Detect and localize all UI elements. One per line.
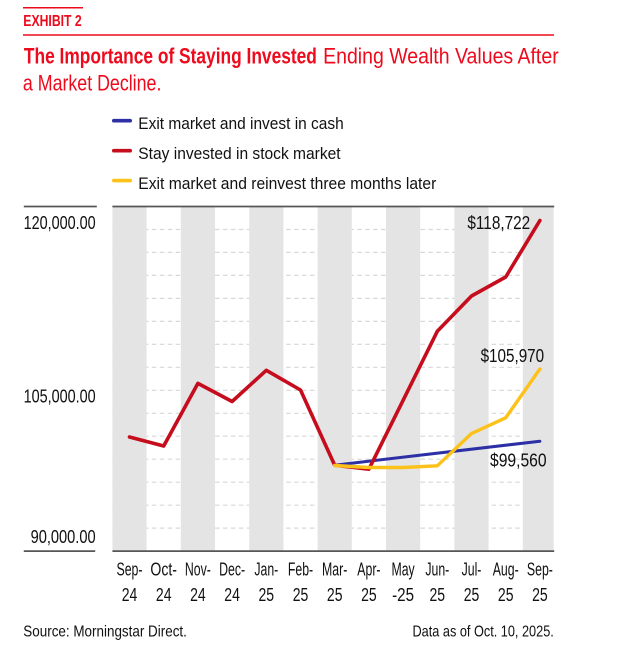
svg-text:Sep-: Sep- (117, 559, 143, 579)
svg-text:25: 25 (293, 585, 309, 605)
svg-text:Aug-: Aug- (493, 559, 519, 579)
svg-text:Ending Wealth Values After: Ending Wealth Values After (323, 43, 559, 68)
svg-text:Source: Morningstar Direct.: Source: Morningstar Direct. (23, 624, 187, 641)
svg-text:Exit market and reinvest three: Exit market and reinvest three months la… (138, 174, 436, 193)
svg-text:25: 25 (464, 585, 480, 605)
svg-text:24: 24 (122, 585, 138, 605)
svg-text:25: 25 (259, 585, 275, 605)
svg-text:$99,560: $99,560 (490, 450, 547, 470)
svg-text:24: 24 (190, 585, 206, 605)
svg-text:Sep-: Sep- (527, 559, 553, 579)
svg-text:90,000.00: 90,000.00 (31, 527, 96, 547)
svg-text:Mar-: Mar- (322, 559, 347, 579)
svg-text:25: 25 (361, 585, 377, 605)
svg-text:$118,722: $118,722 (467, 213, 530, 233)
svg-text:$105,970: $105,970 (481, 346, 544, 366)
svg-text:Dec-: Dec- (219, 559, 245, 579)
svg-text:Nov-: Nov- (185, 559, 211, 579)
svg-text:The Importance of Staying Inve: The Importance of Staying Invested (24, 43, 317, 68)
svg-text:Jul-: Jul- (462, 559, 482, 579)
svg-text:25: 25 (327, 585, 343, 605)
svg-text:24: 24 (156, 585, 172, 605)
svg-text:Feb-: Feb- (288, 559, 313, 579)
svg-text:EXHIBIT 2: EXHIBIT 2 (23, 13, 81, 30)
svg-text:25: 25 (532, 585, 548, 605)
svg-text:Apr-: Apr- (357, 559, 380, 579)
svg-text:Oct-: Oct- (150, 559, 177, 579)
svg-text:a Market Decline.: a Market Decline. (23, 71, 162, 96)
svg-text:Jan-: Jan- (254, 559, 278, 579)
svg-text:105,000.00: 105,000.00 (24, 386, 96, 406)
svg-text:-25: -25 (392, 585, 414, 605)
svg-text:24: 24 (224, 585, 240, 605)
svg-text:Stay invested in stock market: Stay invested in stock market (138, 144, 341, 163)
svg-text:25: 25 (498, 585, 514, 605)
svg-text:Jun-: Jun- (425, 559, 449, 579)
svg-text:Exit market and invest in cash: Exit market and invest in cash (138, 114, 343, 133)
svg-text:120,000.00: 120,000.00 (24, 213, 96, 233)
svg-text:25: 25 (430, 585, 446, 605)
svg-text:Data as of Oct. 10, 2025.: Data as of Oct. 10, 2025. (413, 624, 554, 641)
svg-text:May: May (392, 559, 416, 579)
